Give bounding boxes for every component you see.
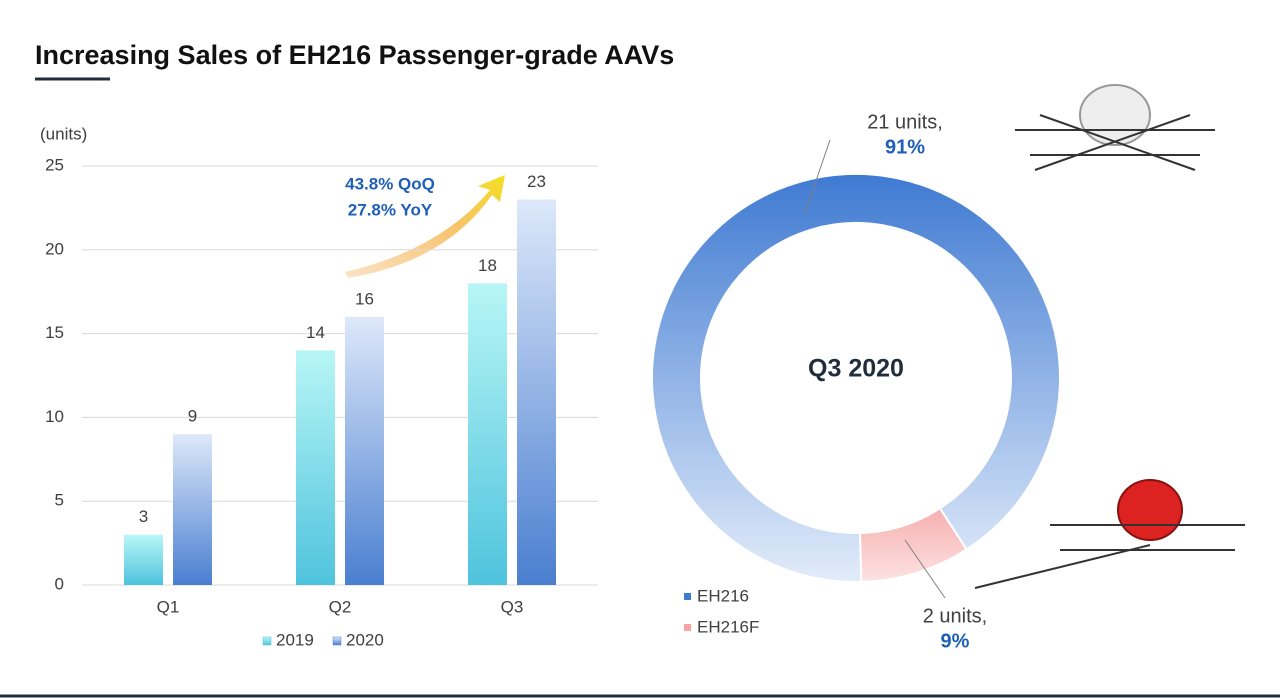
legend-swatch	[332, 636, 342, 646]
data-label: 14	[306, 323, 325, 342]
data-label: 18	[478, 256, 497, 275]
y-tick-label: 20	[45, 239, 64, 258]
bar	[296, 350, 335, 585]
data-label: 16	[355, 289, 374, 308]
value-label: 2 units,	[923, 605, 987, 627]
y-axis-label: (units)	[40, 124, 87, 143]
percent-label: 9%	[941, 630, 970, 652]
bar	[345, 316, 384, 585]
x-tick-label: Q1	[157, 597, 180, 616]
legend-label: 2019	[276, 630, 314, 649]
legend-swatch	[262, 636, 272, 646]
y-tick-label: 0	[55, 574, 64, 593]
donut-segment	[859, 506, 968, 583]
bar	[124, 534, 163, 585]
legend-swatch	[684, 593, 691, 600]
center-label: Q3 2020	[808, 355, 904, 383]
y-tick-label: 25	[45, 155, 64, 174]
y-tick-label: 10	[45, 407, 64, 426]
data-label: 23	[527, 172, 546, 191]
bar	[517, 199, 556, 585]
bar	[173, 434, 212, 585]
y-tick-label: 5	[55, 491, 64, 510]
bar	[468, 283, 507, 585]
x-tick-label: Q2	[329, 597, 352, 616]
legend-swatch	[684, 624, 691, 631]
drone-bottom	[974, 479, 1245, 589]
x-tick-label: Q3	[501, 597, 524, 616]
value-label: 21 units,	[867, 111, 943, 133]
data-label: 9	[188, 407, 197, 426]
data-label: 3	[139, 507, 148, 526]
percent-label: 91%	[885, 136, 925, 158]
leader-line	[904, 539, 946, 599]
growth-arrow	[345, 175, 505, 278]
slide-title: Increasing Sales of EH216 Passenger-grad…	[35, 40, 674, 70]
annotation: 27.8% YoY	[348, 200, 433, 219]
y-tick-label: 15	[45, 323, 64, 342]
drone-top	[1015, 84, 1215, 171]
donut-segment	[651, 173, 1061, 583]
legend-label: 2020	[346, 630, 384, 649]
legend-label: EH216	[697, 586, 749, 605]
annotation: 43.8% QoQ	[345, 174, 435, 193]
legend-label: EH216F	[697, 617, 759, 636]
leader-line	[804, 139, 831, 214]
